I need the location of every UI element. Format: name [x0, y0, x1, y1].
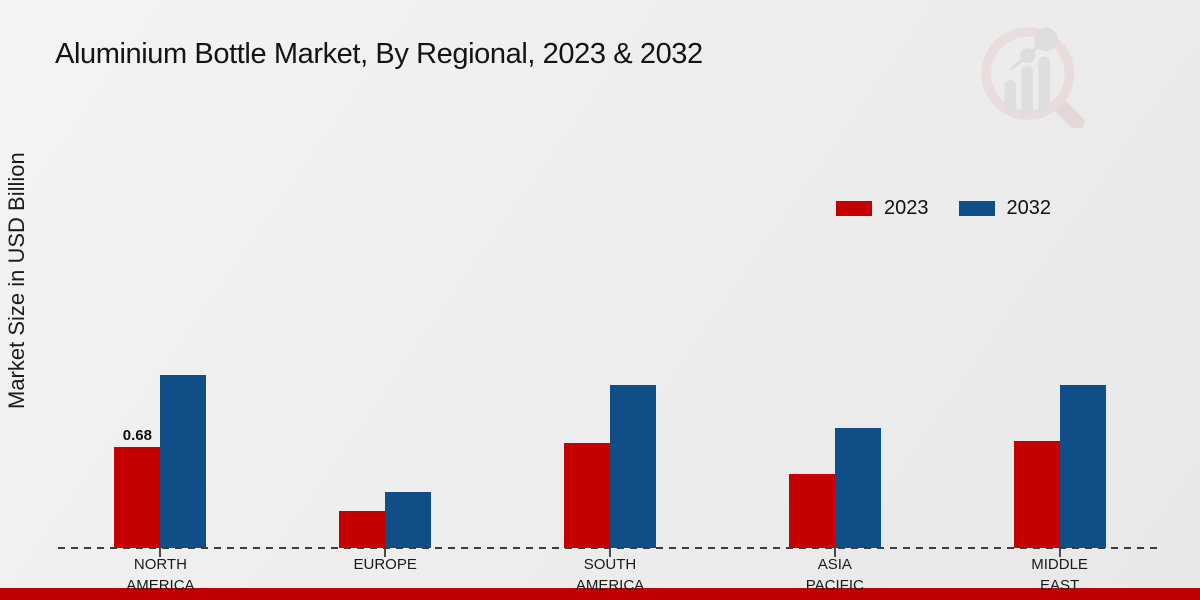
bar-2023-europe — [339, 511, 386, 548]
chart-title: Aluminium Bottle Market, By Regional, 20… — [55, 38, 703, 70]
magnifier-ring-icon — [981, 27, 1075, 120]
axis-tick — [1058, 548, 1061, 557]
legend-label: 2023 — [884, 197, 929, 219]
category-label-line: MIDDLE — [1031, 556, 1088, 573]
category-label-line: SOUTH — [583, 556, 637, 573]
category-label-line: EUROPE — [353, 556, 417, 573]
category-label-line: AMERICA — [575, 577, 645, 594]
axis-tick — [384, 548, 387, 557]
axis-tick — [833, 548, 836, 557]
legend-swatch-2032 — [958, 201, 995, 216]
legend-item-2032: 2032 — [958, 197, 1052, 220]
bar-2023-middle-east-and — [1013, 441, 1060, 548]
bar-icon — [1038, 56, 1051, 115]
bar-2023-north-america — [114, 447, 161, 548]
axis-tick — [609, 548, 611, 557]
bar-2032-north-america — [160, 375, 207, 548]
bar-icon — [1004, 80, 1017, 115]
category-label-line: AMERICA — [126, 577, 195, 594]
category-label-europe: EUROPE — [300, 554, 470, 575]
legend: 2023 2032 — [836, 197, 1051, 220]
bar-2032-europe — [385, 492, 432, 548]
bar-2023-south-america — [564, 443, 610, 548]
bar-value-label: 0.68 — [122, 427, 152, 445]
category-label-line: AND — [975, 596, 1145, 600]
bar-2023-asia-pacific — [788, 474, 835, 548]
category-label-line: EAST — [1040, 577, 1080, 594]
legend-swatch-2023 — [836, 201, 872, 216]
category-label-line: ASIA — [817, 556, 852, 573]
bar-icon — [1021, 66, 1034, 115]
category-label-south-america: SOUTH AMERICA — [525, 554, 695, 596]
legend-item-2023: 2023 — [836, 197, 929, 220]
footer-red-band — [0, 588, 1200, 600]
axis-tick — [159, 548, 162, 557]
bar-2032-south-america — [610, 385, 656, 548]
bar-2032-asia-pacific — [834, 428, 881, 548]
magnifier-bar-chart-logo-watermark — [972, 16, 1090, 133]
category-label-asia-pacific: ASIA PACIFIC — [750, 554, 920, 596]
category-label-north-america: NORTH AMERICA — [75, 554, 245, 596]
category-label-middle-east-and: MIDDLE EAST AND — [975, 554, 1145, 600]
x-axis-baseline — [58, 547, 1160, 549]
bar-2032-middle-east-and — [1059, 385, 1106, 548]
trend-dot-icon — [1034, 27, 1058, 52]
legend-label: 2032 — [1006, 197, 1052, 219]
plot-area: NORTH AMERICA EUROPE SOUTH AMERICA ASIA PACIFI… — [48, 348, 1172, 600]
magnifier-handle-icon — [1051, 97, 1085, 131]
trend-dot-icon — [1020, 48, 1036, 63]
y-axis-label: Market Size in USD Billion — [4, 152, 29, 409]
category-label-line: PACIFIC — [805, 577, 864, 594]
category-label-line: NORTH — [133, 556, 187, 573]
